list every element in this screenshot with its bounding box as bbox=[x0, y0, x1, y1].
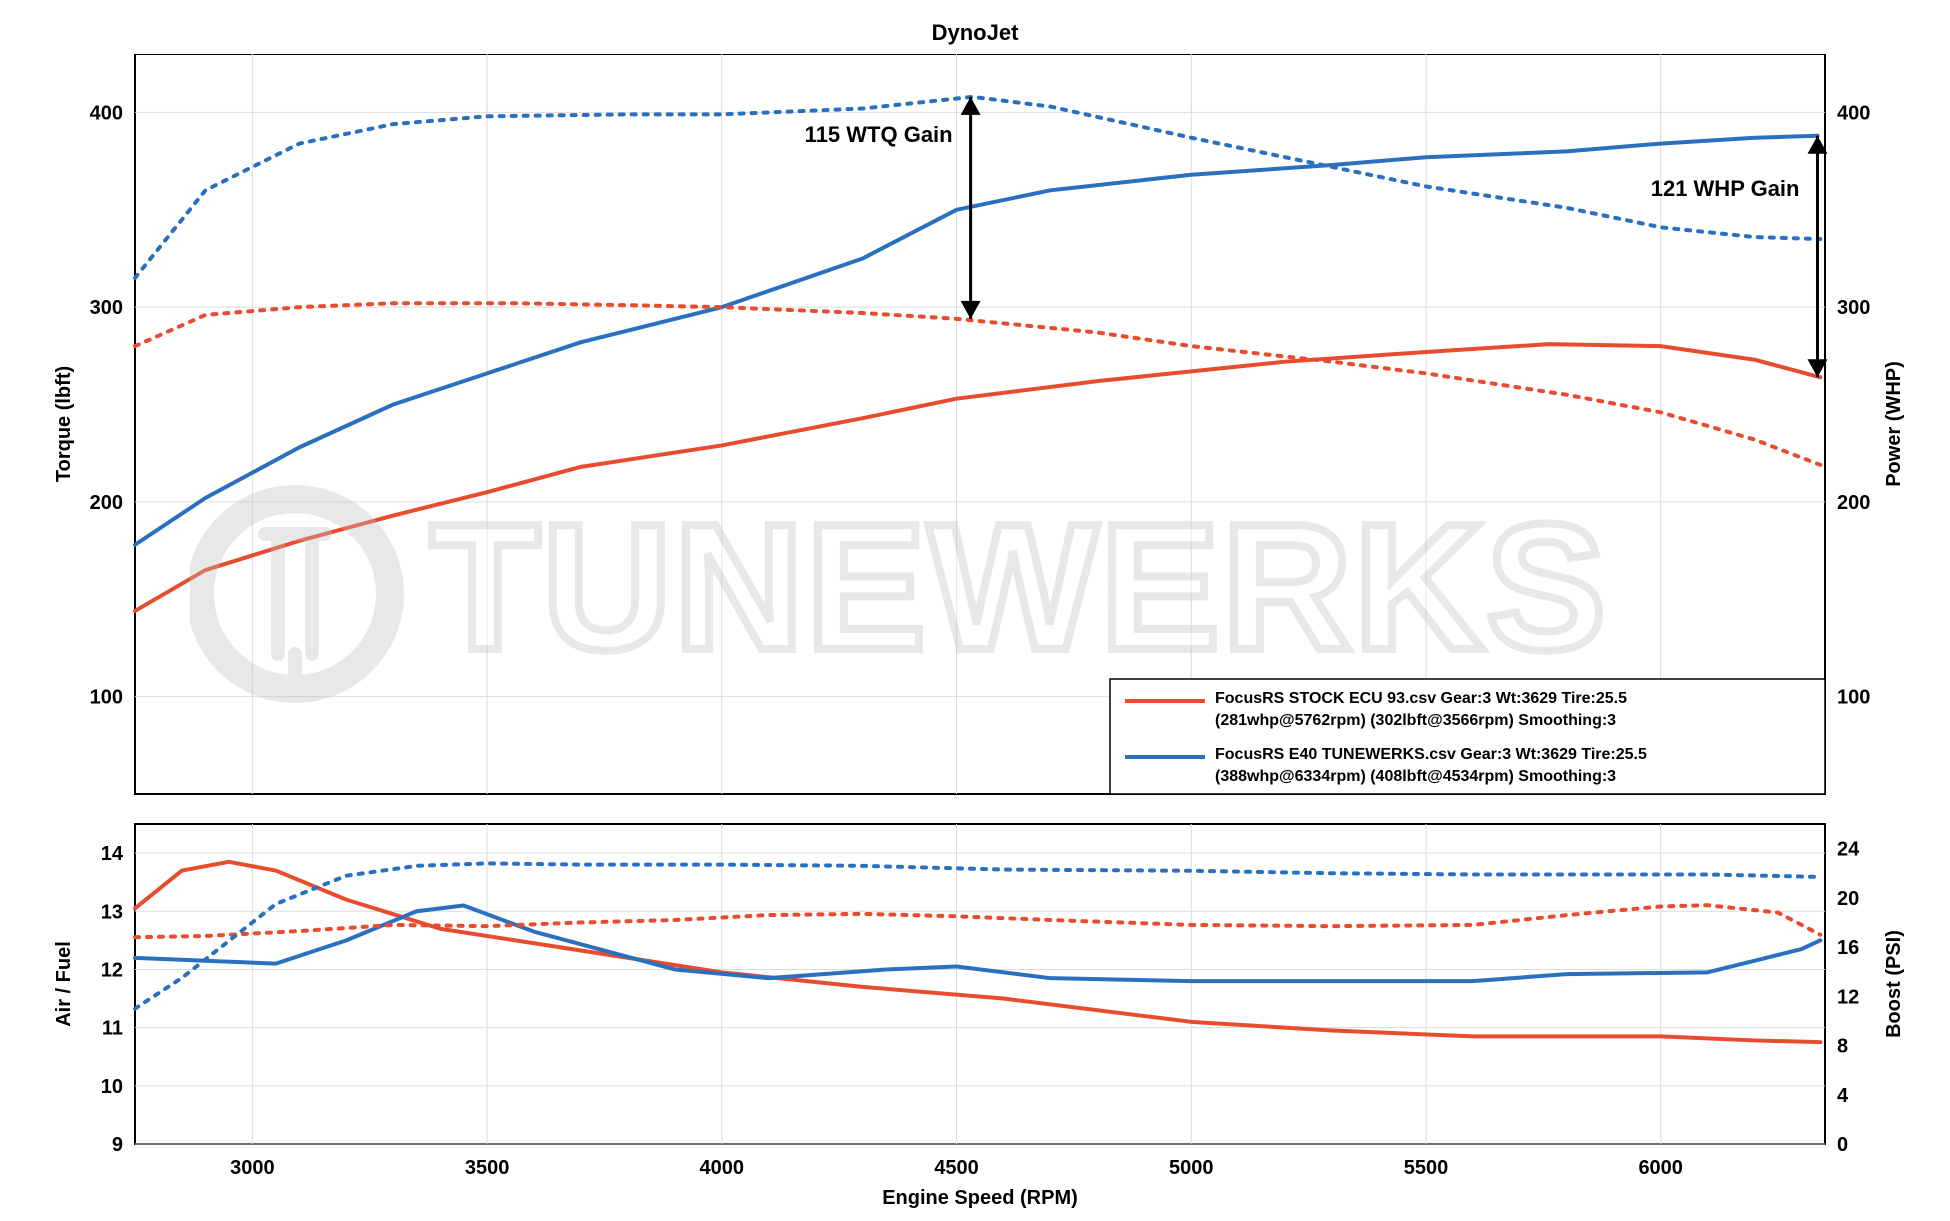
svg-text:4: 4 bbox=[1837, 1085, 1849, 1107]
svg-text:0: 0 bbox=[1837, 1134, 1848, 1156]
svg-text:Air / Fuel: Air / Fuel bbox=[53, 941, 75, 1027]
svg-text:100: 100 bbox=[1837, 687, 1870, 709]
svg-text:5000: 5000 bbox=[1169, 1157, 1214, 1179]
svg-text:11: 11 bbox=[102, 1018, 123, 1040]
svg-text:4000: 4000 bbox=[700, 1157, 745, 1179]
chart-svg: 100200300400100200300400Torque (lbft)Pow… bbox=[30, 54, 1920, 1214]
dyno-chart: TUNEWERKS 100200300400100200300400Torque… bbox=[30, 54, 1920, 1194]
svg-text:3500: 3500 bbox=[465, 1157, 510, 1179]
svg-text:200: 200 bbox=[1837, 492, 1870, 514]
svg-text:6000: 6000 bbox=[1638, 1157, 1683, 1179]
svg-text:100: 100 bbox=[90, 687, 123, 709]
svg-text:9: 9 bbox=[112, 1134, 123, 1156]
svg-text:115 WTQ Gain: 115 WTQ Gain bbox=[805, 122, 953, 147]
svg-text:(281whp@5762rpm) (302lbft@3566: (281whp@5762rpm) (302lbft@3566rpm) Smoot… bbox=[1215, 712, 1616, 729]
svg-text:Torque (lbft): Torque (lbft) bbox=[53, 366, 75, 482]
svg-text:4500: 4500 bbox=[934, 1157, 979, 1179]
svg-text:16: 16 bbox=[1837, 937, 1859, 959]
svg-text:10: 10 bbox=[101, 1076, 123, 1098]
svg-text:400: 400 bbox=[1837, 102, 1870, 124]
svg-text:FocusRS STOCK ECU 93.csv Gear:: FocusRS STOCK ECU 93.csv Gear:3 Wt:3629 … bbox=[1215, 690, 1627, 707]
svg-text:3000: 3000 bbox=[230, 1157, 275, 1179]
svg-text:20: 20 bbox=[1837, 888, 1859, 910]
svg-text:(388whp@6334rpm) (408lbft@4534: (388whp@6334rpm) (408lbft@4534rpm) Smoot… bbox=[1215, 768, 1616, 785]
svg-text:14: 14 bbox=[101, 843, 124, 865]
svg-text:Engine Speed (RPM): Engine Speed (RPM) bbox=[882, 1187, 1078, 1209]
svg-text:12: 12 bbox=[1837, 986, 1859, 1008]
svg-text:8: 8 bbox=[1837, 1036, 1848, 1058]
svg-text:Power (WHP): Power (WHP) bbox=[1883, 361, 1905, 487]
svg-text:FocusRS E40 TUNEWERKS.csv Gear: FocusRS E40 TUNEWERKS.csv Gear:3 Wt:3629… bbox=[1215, 746, 1647, 763]
svg-text:24: 24 bbox=[1837, 839, 1860, 861]
svg-text:121 WHP Gain: 121 WHP Gain bbox=[1651, 176, 1800, 201]
svg-text:300: 300 bbox=[90, 297, 123, 319]
svg-text:300: 300 bbox=[1837, 297, 1870, 319]
svg-text:200: 200 bbox=[90, 492, 123, 514]
svg-text:12: 12 bbox=[101, 959, 123, 981]
svg-text:5500: 5500 bbox=[1404, 1157, 1449, 1179]
svg-text:Boost (PSI): Boost (PSI) bbox=[1883, 930, 1905, 1038]
chart-title: DynoJet bbox=[30, 20, 1920, 46]
svg-text:13: 13 bbox=[101, 901, 123, 923]
svg-text:400: 400 bbox=[90, 102, 123, 124]
